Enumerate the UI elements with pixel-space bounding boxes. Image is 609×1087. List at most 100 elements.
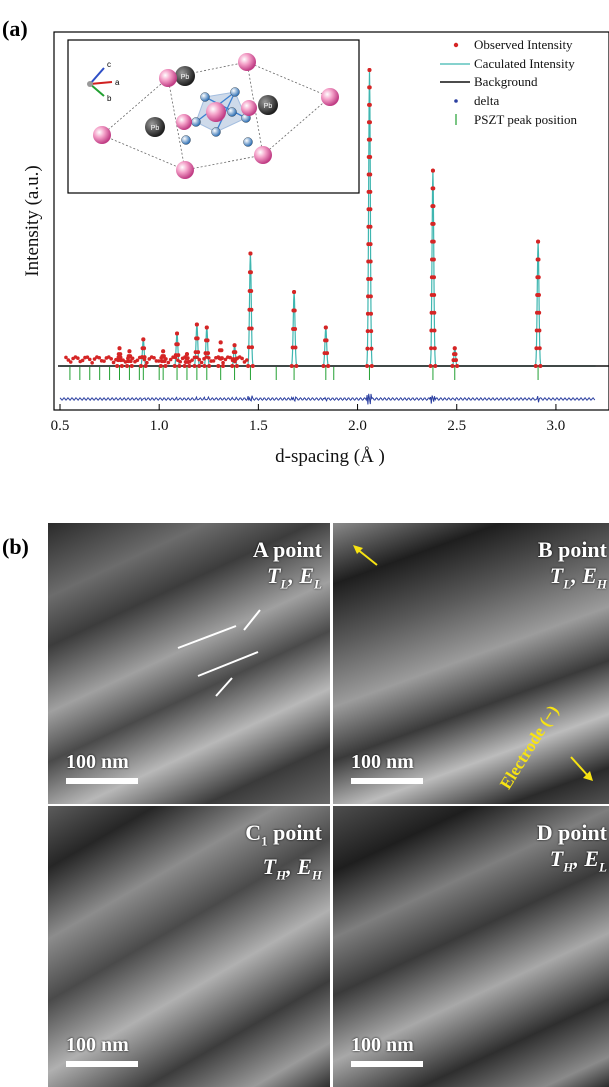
observed-point — [534, 346, 539, 351]
observed-point — [429, 328, 434, 333]
observed-point — [190, 358, 194, 362]
observed-point — [145, 360, 149, 365]
observed-point — [536, 239, 541, 244]
observed-point — [432, 346, 437, 351]
observed-point — [428, 364, 433, 368]
observed-point — [369, 346, 374, 351]
micrograph-a: A point TL, EL 100 nm — [48, 523, 330, 804]
observed-point — [233, 350, 238, 355]
observed-point — [431, 275, 436, 280]
plot-frame — [53, 31, 609, 411]
svg-text:Pb: Pb — [264, 103, 273, 110]
x-tick-label: 2.5 — [447, 418, 466, 434]
observed-point — [432, 292, 437, 297]
observed-point — [429, 346, 434, 351]
observed-point — [143, 364, 148, 368]
scale-bar — [351, 1061, 423, 1067]
panel-b-label: (b) — [2, 534, 29, 559]
micrograph-d: D point TH, EL 100 nm — [333, 806, 609, 1087]
observed-point — [187, 364, 192, 368]
observed-point — [368, 155, 373, 160]
observed-point — [192, 364, 197, 368]
observed-point — [219, 348, 224, 353]
observed-point — [365, 311, 370, 316]
observed-point — [367, 68, 372, 72]
observed-point — [367, 102, 372, 107]
observed-point — [172, 364, 177, 368]
micrograph-b-label: B point TL, EH — [537, 537, 607, 592]
observed-point — [199, 360, 204, 365]
observed-point — [205, 338, 210, 343]
observed-point — [292, 308, 297, 313]
observed-point — [233, 359, 237, 364]
observed-point — [182, 364, 187, 368]
observed-point — [202, 364, 207, 368]
scale-bar — [66, 778, 138, 784]
observed-point — [292, 290, 297, 294]
delta-line — [59, 393, 596, 405]
observed-point — [114, 357, 118, 362]
scale-bar — [66, 1061, 138, 1067]
chart-legend: Observed Intensity Caculated Intensity B… — [440, 37, 578, 127]
tem-micrograph-grid: A point TL, EL 100 nm B point TL, EH Ele… — [48, 523, 609, 1087]
observed-point — [138, 364, 143, 368]
observed-point — [204, 325, 209, 330]
axis-a-label: a — [115, 78, 120, 87]
panel-a-label: (a) — [2, 16, 28, 41]
observed-point — [152, 356, 156, 360]
x-axis-label: d-spacing (Å ) — [275, 446, 385, 467]
observed-point — [207, 364, 212, 368]
pb-atom — [145, 117, 165, 137]
observed-point — [128, 359, 133, 364]
x-tick-label: 3.0 — [547, 418, 566, 434]
legend-observed: Observed Intensity — [474, 37, 573, 52]
observed-point — [109, 356, 113, 361]
observed-point — [249, 289, 254, 294]
observed-point — [185, 356, 190, 361]
observed-point — [234, 364, 239, 368]
observed-point — [367, 120, 372, 125]
observed-point — [365, 346, 370, 351]
observed-point — [164, 357, 168, 361]
observed-point — [453, 352, 458, 357]
axis-c-label: c — [107, 60, 111, 69]
arrow-down-icon — [570, 756, 593, 781]
observed-point — [173, 355, 178, 360]
observed-point — [245, 358, 249, 362]
svg-text:Pb: Pb — [181, 74, 190, 81]
axis-triad-icon: c a b — [87, 60, 120, 103]
observed-point — [142, 346, 147, 351]
observed-point — [102, 359, 106, 363]
observed-point — [135, 358, 140, 363]
observed-point — [163, 364, 168, 368]
observed-point — [368, 242, 373, 247]
observed-point — [537, 310, 542, 315]
y-axis-label: Intensity (a.u.) — [22, 165, 43, 276]
observed-point — [368, 276, 373, 281]
observed-point — [129, 364, 134, 368]
observed-point — [289, 364, 294, 368]
observed-point — [249, 307, 254, 312]
electrode-annotation: Electrode (−) — [496, 701, 563, 793]
peak-position-markers — [69, 367, 539, 380]
observed-point — [92, 357, 97, 361]
observed-point — [450, 364, 455, 368]
observed-point — [431, 221, 436, 226]
pb-atom — [258, 95, 278, 115]
observed-point — [290, 345, 295, 350]
observed-point — [326, 364, 331, 368]
x-tick-label: 0.5 — [51, 418, 70, 434]
observed-point — [367, 85, 372, 90]
observed-point — [537, 346, 542, 351]
observed-point — [168, 357, 173, 362]
observed-point — [195, 355, 199, 360]
observed-point — [197, 357, 202, 362]
micrograph-c1: C1 point TH, EH 100 nm — [48, 806, 330, 1087]
observed-point — [117, 346, 122, 351]
micrograph-a-label: A point TL, EL — [252, 537, 322, 592]
observed-point — [325, 351, 330, 356]
observed-point — [196, 350, 201, 355]
micrograph-b: B point TL, EH Electrode (−) 100 nm — [333, 523, 609, 804]
observed-point — [141, 337, 146, 342]
observed-point — [293, 345, 298, 350]
